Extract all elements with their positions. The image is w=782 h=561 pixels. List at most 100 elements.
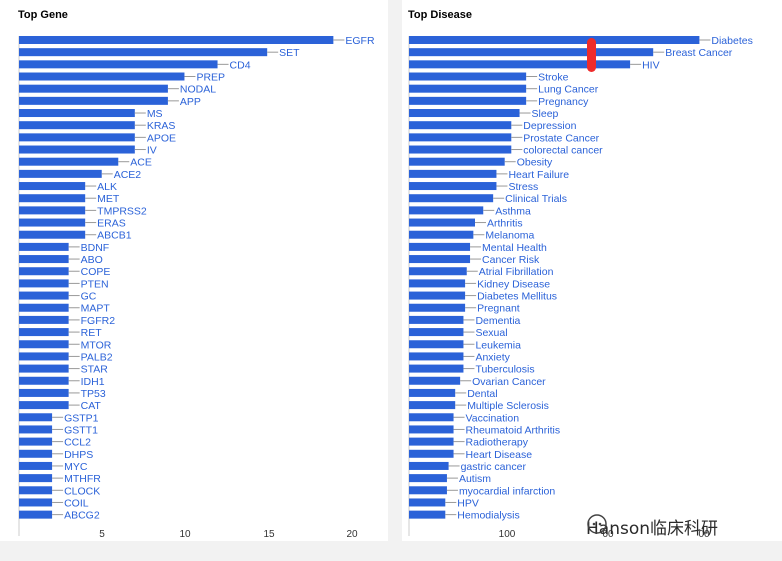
bar-obesity[interactable] xyxy=(409,157,505,166)
bar-label: Sexual xyxy=(475,327,507,339)
bar-fgfr2[interactable] xyxy=(19,315,69,324)
bar-label: Rheumatoid Arthritis xyxy=(466,424,561,436)
bar-label: Melanoma xyxy=(485,230,534,242)
bar-colorectal-cancer[interactable] xyxy=(409,145,512,154)
bar-asthma[interactable] xyxy=(409,206,484,215)
bar-diabetes-mellitus[interactable] xyxy=(409,291,466,300)
bar-dental[interactable] xyxy=(409,388,456,397)
bar-cope[interactable] xyxy=(19,267,69,276)
bar-label: Hemodialysis xyxy=(457,510,519,522)
bar-autism[interactable] xyxy=(409,474,447,483)
bar-stroke[interactable] xyxy=(409,72,527,81)
bar-vaccination[interactable] xyxy=(409,413,454,422)
bar-tmprss2[interactable] xyxy=(19,206,86,215)
bar-dhps[interactable] xyxy=(19,449,53,458)
bar-pregnancy[interactable] xyxy=(409,96,527,105)
bar-label: GC xyxy=(81,291,97,303)
bar-ret[interactable] xyxy=(19,328,69,337)
bar-rheumatoid-arthritis[interactable] xyxy=(409,425,454,434)
bar-label: Stroke xyxy=(538,72,569,84)
bar-gstp1[interactable] xyxy=(19,413,53,422)
bar-abcb1[interactable] xyxy=(19,230,86,239)
bar-label: Ovarian Cancer xyxy=(472,376,546,388)
bar-pten[interactable] xyxy=(19,279,69,288)
bar-apoe[interactable] xyxy=(19,133,135,142)
bar-clinical-trials[interactable] xyxy=(409,194,494,203)
bar-myocardial-infarction[interactable] xyxy=(409,486,447,495)
bar-stress[interactable] xyxy=(409,182,497,191)
bar-hiv[interactable] xyxy=(409,60,631,69)
bar-label: EGFR xyxy=(345,35,375,47)
bar-label: colorectal cancer xyxy=(523,145,603,157)
bar-clock[interactable] xyxy=(19,486,53,495)
bar-app[interactable] xyxy=(19,96,168,105)
bar-breast-cancer[interactable] xyxy=(409,48,654,57)
bar-set[interactable] xyxy=(19,48,268,57)
bar-eras[interactable] xyxy=(19,218,86,227)
bar-ccl2[interactable] xyxy=(19,437,53,446)
bar-kras[interactable] xyxy=(19,121,135,130)
bar-atrial-fibrillation[interactable] xyxy=(409,267,467,276)
bar-ace2[interactable] xyxy=(19,169,102,178)
bar-met[interactable] xyxy=(19,194,86,203)
bar-label: PALB2 xyxy=(81,351,113,363)
bar-sleep[interactable] xyxy=(409,109,520,118)
bar-label: Dementia xyxy=(475,315,520,327)
bar-abcg2[interactable] xyxy=(19,510,53,519)
bar-hemodialysis[interactable] xyxy=(409,510,446,519)
bar-diabetes[interactable] xyxy=(409,36,700,44)
bar-arthritis[interactable] xyxy=(409,218,475,227)
bar-lung-cancer[interactable] xyxy=(409,84,527,93)
bar-multiple-sclerosis[interactable] xyxy=(409,401,456,410)
bar-coil[interactable] xyxy=(19,498,53,507)
bar-gstt1[interactable] xyxy=(19,425,53,434)
bar-anxiety[interactable] xyxy=(409,352,464,361)
bar-nodal[interactable] xyxy=(19,84,168,93)
bar-mental-health[interactable] xyxy=(409,242,471,251)
bar-leukemia[interactable] xyxy=(409,340,464,349)
bar-myc[interactable] xyxy=(19,461,53,470)
bar-label: MTOR xyxy=(81,339,112,351)
bar-mthfr[interactable] xyxy=(19,474,53,483)
bar-melanoma[interactable] xyxy=(409,230,474,239)
bar-star[interactable] xyxy=(19,364,69,373)
bar-abo[interactable] xyxy=(19,255,69,264)
bar-heart-failure[interactable] xyxy=(409,169,497,178)
bar-label: ABCB1 xyxy=(97,230,132,242)
bar-gc[interactable] xyxy=(19,291,69,300)
bar-iv[interactable] xyxy=(19,145,135,154)
bar-kidney-disease[interactable] xyxy=(409,279,466,288)
bar-alk[interactable] xyxy=(19,182,86,191)
x-tick-label: 100 xyxy=(499,529,516,540)
bar-bdnf[interactable] xyxy=(19,242,69,251)
range-marker[interactable] xyxy=(587,38,596,72)
bar-heart-disease[interactable] xyxy=(409,449,454,458)
bar-radiotherapy[interactable] xyxy=(409,437,454,446)
bar-tp53[interactable] xyxy=(19,388,69,397)
bar-label: Breast Cancer xyxy=(665,47,733,59)
bar-prep[interactable] xyxy=(19,72,185,81)
bar-gastric-cancer[interactable] xyxy=(409,461,449,470)
bar-sexual[interactable] xyxy=(409,328,464,337)
bar-cancer-risk[interactable] xyxy=(409,255,471,264)
bar-label: TP53 xyxy=(81,388,106,400)
bar-cat[interactable] xyxy=(19,401,69,410)
bar-dementia[interactable] xyxy=(409,315,464,324)
bar-prostate-cancer[interactable] xyxy=(409,133,512,142)
bar-label: Radiotherapy xyxy=(466,437,529,449)
bar-label: Tuberculosis xyxy=(475,364,534,376)
bar-depression[interactable] xyxy=(409,121,512,130)
bar-palb2[interactable] xyxy=(19,352,69,361)
bar-mtor[interactable] xyxy=(19,340,69,349)
bar-pregnant[interactable] xyxy=(409,303,466,312)
bar-cd4[interactable] xyxy=(19,60,218,69)
bar-mapt[interactable] xyxy=(19,303,69,312)
bar-label: Dental xyxy=(467,388,497,400)
bar-egfr[interactable] xyxy=(19,36,334,44)
bar-idh1[interactable] xyxy=(19,376,69,385)
bar-ms[interactable] xyxy=(19,109,135,118)
bar-ace[interactable] xyxy=(19,157,119,166)
bar-tuberculosis[interactable] xyxy=(409,364,464,373)
bar-hpv[interactable] xyxy=(409,498,446,507)
bar-ovarian-cancer[interactable] xyxy=(409,376,461,385)
